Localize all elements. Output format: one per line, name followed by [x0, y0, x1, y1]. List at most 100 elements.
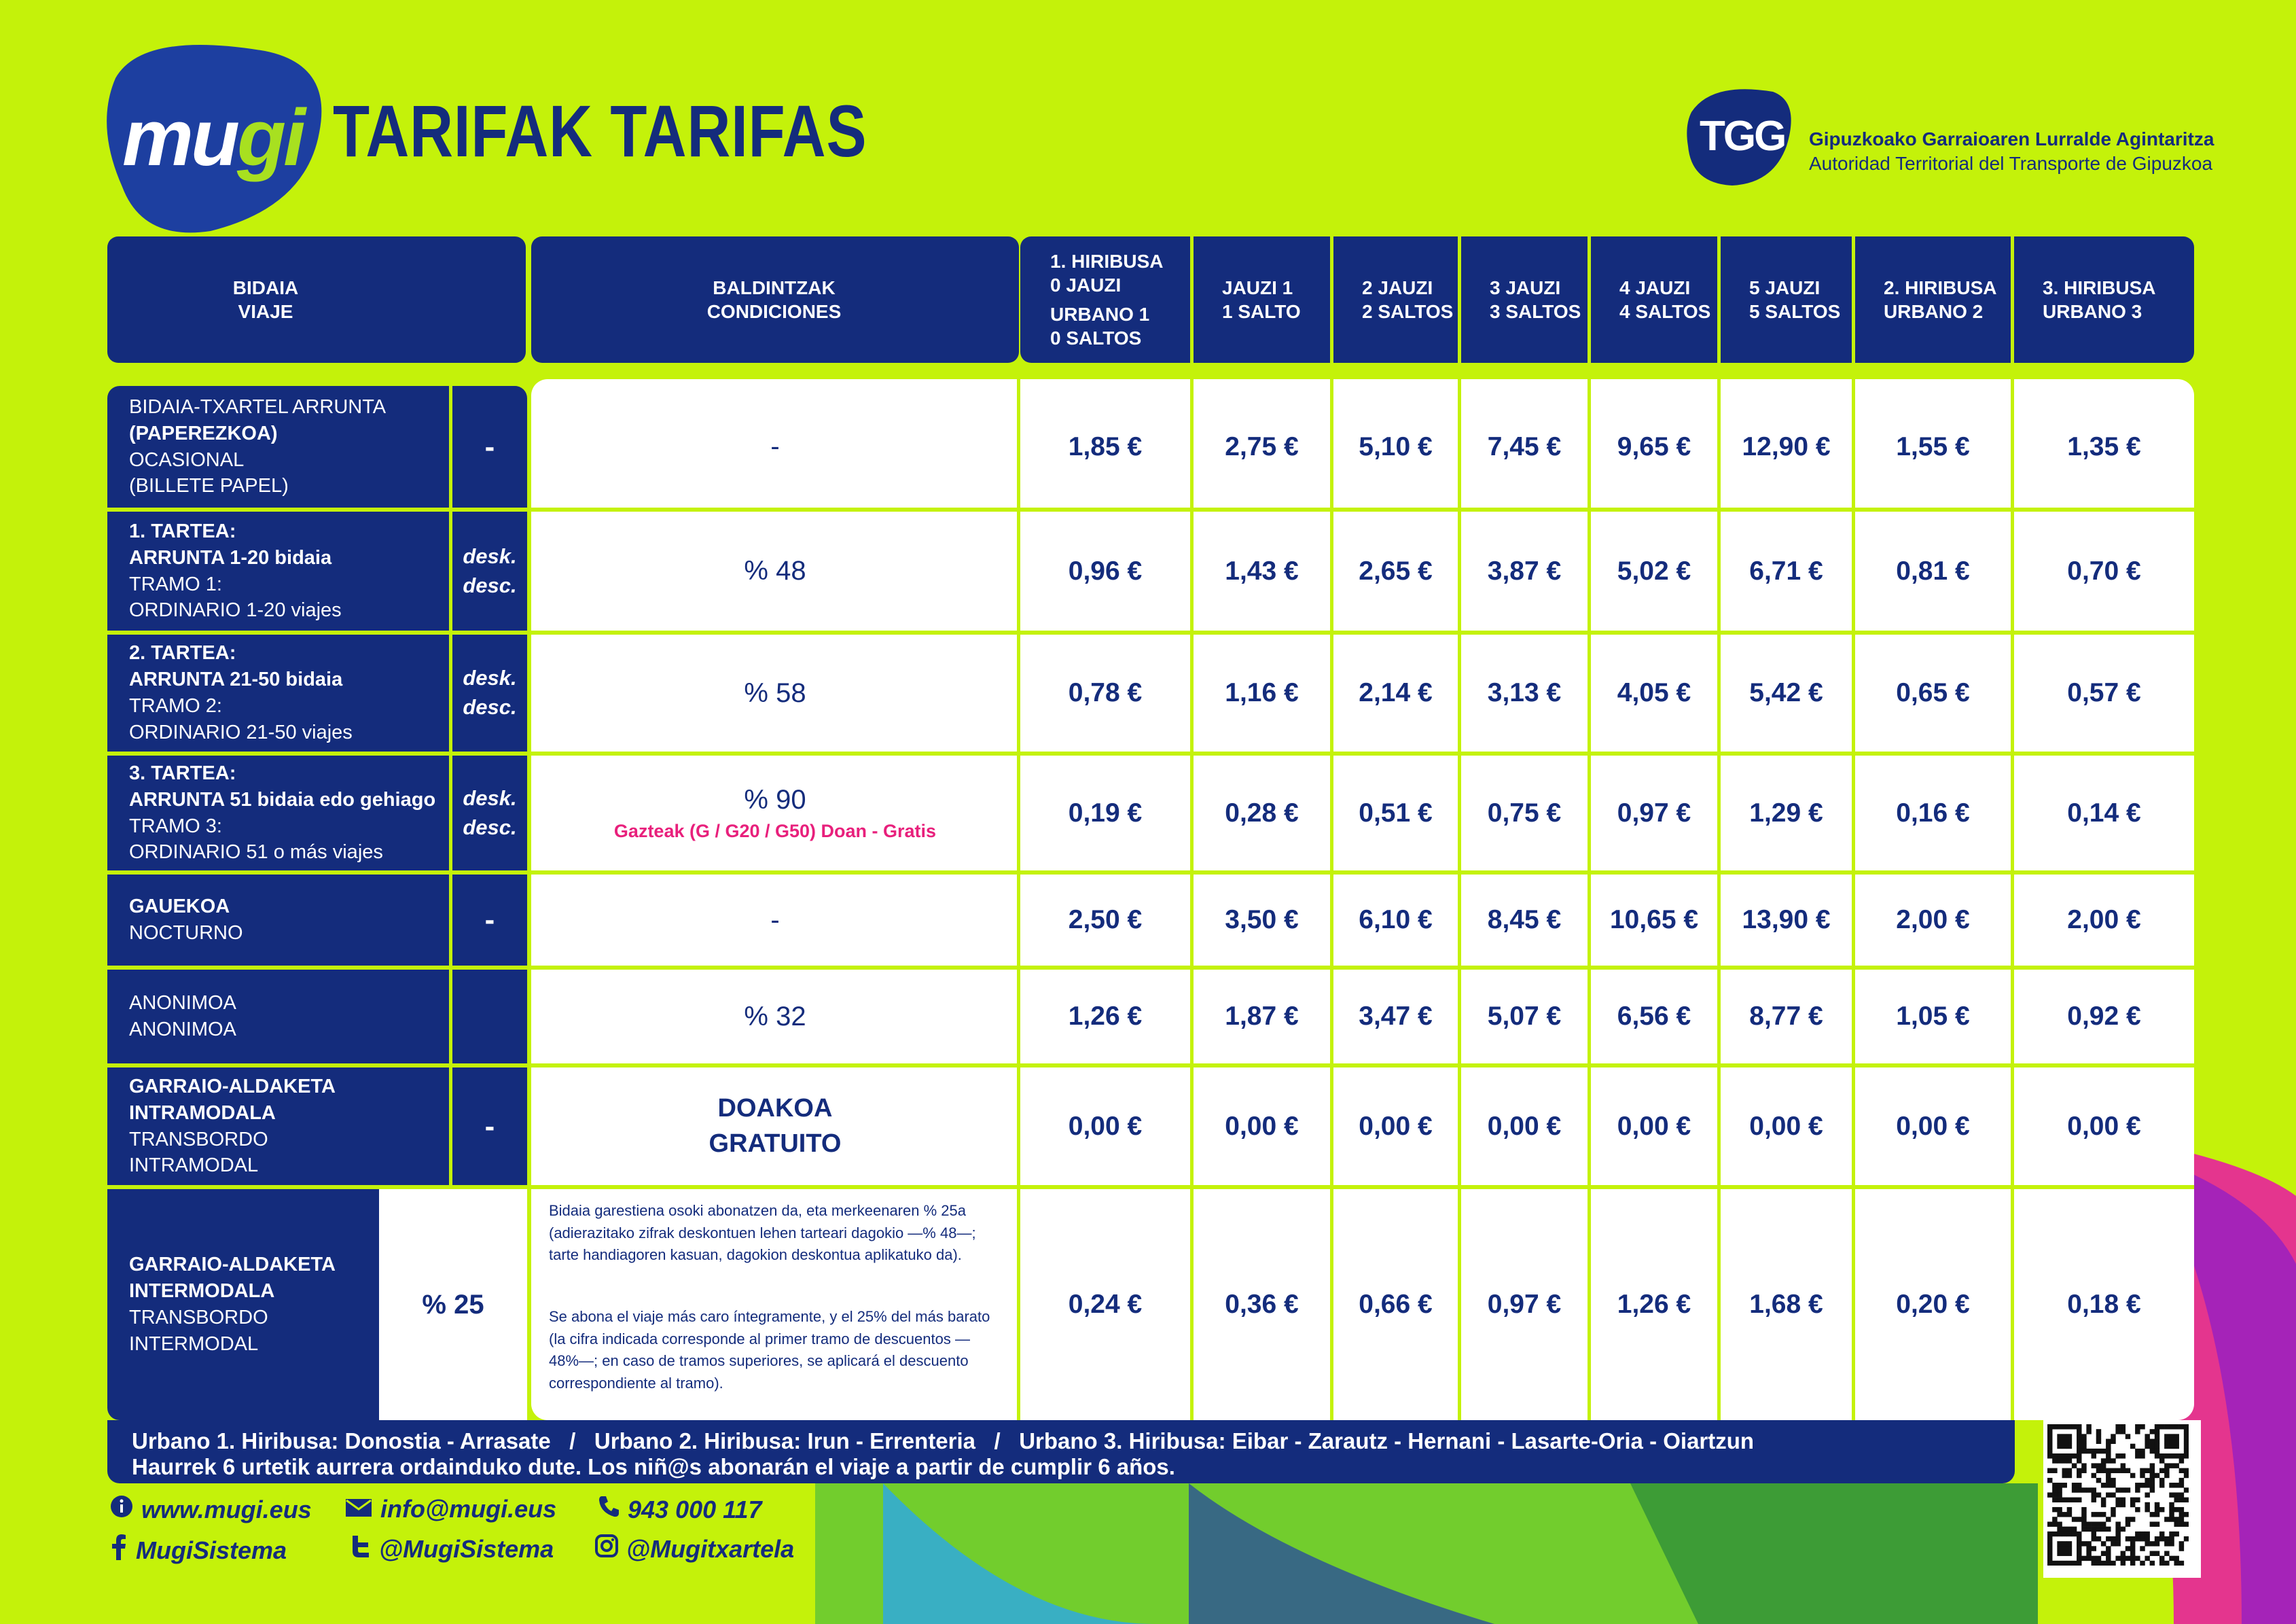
price-cell: 6,71 €	[1749, 556, 1823, 586]
price-cell: 10,65 €	[1609, 905, 1699, 934]
header-fare-col: 2 JAUZI 2 SALTOS	[1333, 236, 1458, 363]
header-fare-line: JAUZI 1	[1222, 277, 1293, 298]
condition-cell: % 58	[531, 635, 1019, 752]
condition-cell: -	[531, 386, 1019, 508]
price-cell: 1,26 €	[1617, 1290, 1691, 1319]
info-icon	[110, 1495, 133, 1524]
travel-label-line: 1. TARTEA:	[129, 520, 236, 542]
discount-mark: -	[452, 386, 527, 508]
contact-email[interactable]: info@mugi.eus	[345, 1495, 556, 1523]
header-fare-line: 0 SALTOS	[1050, 328, 1142, 349]
price-cell: 1,29 €	[1749, 798, 1823, 828]
travel-label-line: 2. TARTEA:	[129, 642, 236, 665]
row-divider	[107, 1185, 2194, 1189]
row-divider	[107, 508, 2194, 512]
travel-label-line: NOCTURNO	[129, 922, 243, 944]
travel-label-line: ORDINARIO 21-50 viajes	[129, 721, 353, 743]
price-cell: 1,55 €	[1896, 431, 1970, 461]
condition-cell: % 48	[531, 512, 1019, 631]
condition-value: % 58	[744, 677, 806, 708]
footer-bar	[107, 1420, 2015, 1483]
travel-label-line: INTRAMODALA	[129, 1101, 276, 1124]
price-cell: 0,18 €	[2067, 1290, 2141, 1319]
discount-mark: desk. desc.	[452, 512, 527, 631]
discount-mark: desk. desc.	[452, 756, 527, 870]
price-cell: 1,16 €	[1225, 678, 1299, 707]
condition-value: % 90	[744, 784, 806, 815]
price-cell: 5,42 €	[1749, 678, 1823, 707]
price-cell: 12,90 €	[1742, 431, 1831, 461]
header-fare-line: URBANO 3	[2043, 301, 2142, 322]
discount-mark-text: desk.	[463, 785, 517, 810]
price-cell: 5,02 €	[1617, 556, 1691, 586]
header-separator	[1852, 236, 1855, 363]
price-cell: 9,65 €	[1617, 431, 1691, 461]
price-cell: 0,00 €	[1225, 1111, 1299, 1141]
contact-facebook[interactable]: MugiSistema	[110, 1534, 287, 1566]
price-cell: 0,97 €	[1487, 1290, 1562, 1319]
contact-twitter[interactable]: @MugiSistema	[351, 1534, 554, 1564]
contact-phone[interactable]: 943 000 117	[598, 1495, 762, 1524]
intermodal-note-eu: Bidaia garestiena osoki abonatzen da, et…	[549, 1202, 976, 1264]
header-conditions: BALDINTZAK CONDICIONES	[531, 236, 1019, 363]
price-cell: 0,92 €	[2067, 1002, 2141, 1031]
condition-cell: % 32	[531, 970, 1019, 1063]
travel-label: GAUEKOA NOCTURNO	[129, 875, 243, 966]
travel-label-line: GARRAIO-ALDAKETA	[129, 1075, 336, 1097]
header-fare-col: 4 JAUZI 4 SALTOS	[1591, 236, 1717, 363]
header-travel-line: BIDAIA	[232, 277, 299, 298]
contact-instagram[interactable]: @Mugitxartela	[595, 1534, 794, 1564]
tgg-shield-shape	[1687, 89, 1791, 186]
price-cell: 1,68 €	[1749, 1290, 1823, 1319]
price-cell: 0,65 €	[1896, 678, 1970, 707]
column-divider	[1717, 379, 1721, 1420]
header-fare-line: 2 JAUZI	[1362, 277, 1433, 298]
row-divider	[107, 966, 2194, 970]
travel-label-line: TRANSBORDO	[129, 1307, 268, 1328]
header-separator	[1330, 236, 1333, 363]
authority-logo: TGG Gipuzkoako Garraioaren Lurralde Agin…	[1685, 85, 2214, 187]
travel-label: BIDAIA-TXARTEL ARRUNTA (PAPEREZKOA) OCASIO…	[129, 386, 386, 508]
price-cell: 6,56 €	[1617, 1002, 1691, 1031]
travel-label: 3. TARTEA: ARRUNTA 51 bidaia edo gehiago T…	[129, 756, 435, 870]
price-cell: 0,78 €	[1068, 678, 1143, 707]
row-divider	[107, 870, 2194, 875]
price-cell: 1,87 €	[1225, 1002, 1299, 1031]
authority-name-es: Autoridad Territorial del Transporte de …	[1809, 153, 2213, 174]
price-cell: 3,47 €	[1359, 1002, 1433, 1031]
header-fare-line: 3 SALTOS	[1490, 301, 1581, 322]
price-cell: 0,96 €	[1068, 556, 1143, 586]
twitter-icon	[351, 1534, 371, 1564]
price-cell: 0,00 €	[1068, 1111, 1143, 1141]
price-cell: 0,19 €	[1068, 798, 1143, 828]
price-cell: 0,16 €	[1896, 798, 1970, 828]
price-cell: 3,13 €	[1487, 678, 1562, 707]
header-fare-col: 5 JAUZI 5 SALTOS	[1721, 236, 1852, 363]
free-label: GRATUITO	[708, 1129, 842, 1158]
tgg-letters: TGG	[1700, 113, 1787, 160]
column-divider	[1852, 379, 1855, 1420]
price-cell: 2,14 €	[1359, 678, 1433, 707]
travel-label-line: ANONIMOA	[129, 992, 236, 1014]
qr-code[interactable]	[2043, 1420, 2201, 1578]
condition-value: -	[770, 904, 780, 935]
conditions-divider	[528, 379, 531, 1420]
header-fare-col: 3 JAUZI 3 SALTOS	[1461, 236, 1588, 363]
column-divider	[1330, 379, 1333, 1420]
price-cell: 1,43 €	[1225, 556, 1299, 586]
travel-label-line: BIDAIA-TXARTEL ARRUNTA	[129, 395, 387, 418]
condition-cell: -	[531, 875, 1019, 966]
price-cell: 1,05 €	[1896, 1002, 1970, 1031]
condition-value: -	[770, 431, 780, 461]
travel-label-line: TRAMO 2:	[129, 695, 222, 717]
contact-web[interactable]: www.mugi.eus	[110, 1495, 312, 1524]
price-cell: 0,36 €	[1225, 1290, 1299, 1319]
discount-mark-text: desk.	[463, 666, 517, 690]
contact-phone-text: 943 000 117	[628, 1495, 762, 1523]
header-fare-line: 4 SALTOS	[1619, 301, 1711, 322]
price-cell: 6,10 €	[1359, 905, 1433, 934]
price-cell: 0,75 €	[1487, 798, 1562, 828]
price-cell: 8,45 €	[1487, 905, 1562, 934]
travel-label-line: ARRUNTA 1-20 bidaia	[129, 546, 332, 569]
discount-mark-text: desc.	[463, 815, 517, 839]
